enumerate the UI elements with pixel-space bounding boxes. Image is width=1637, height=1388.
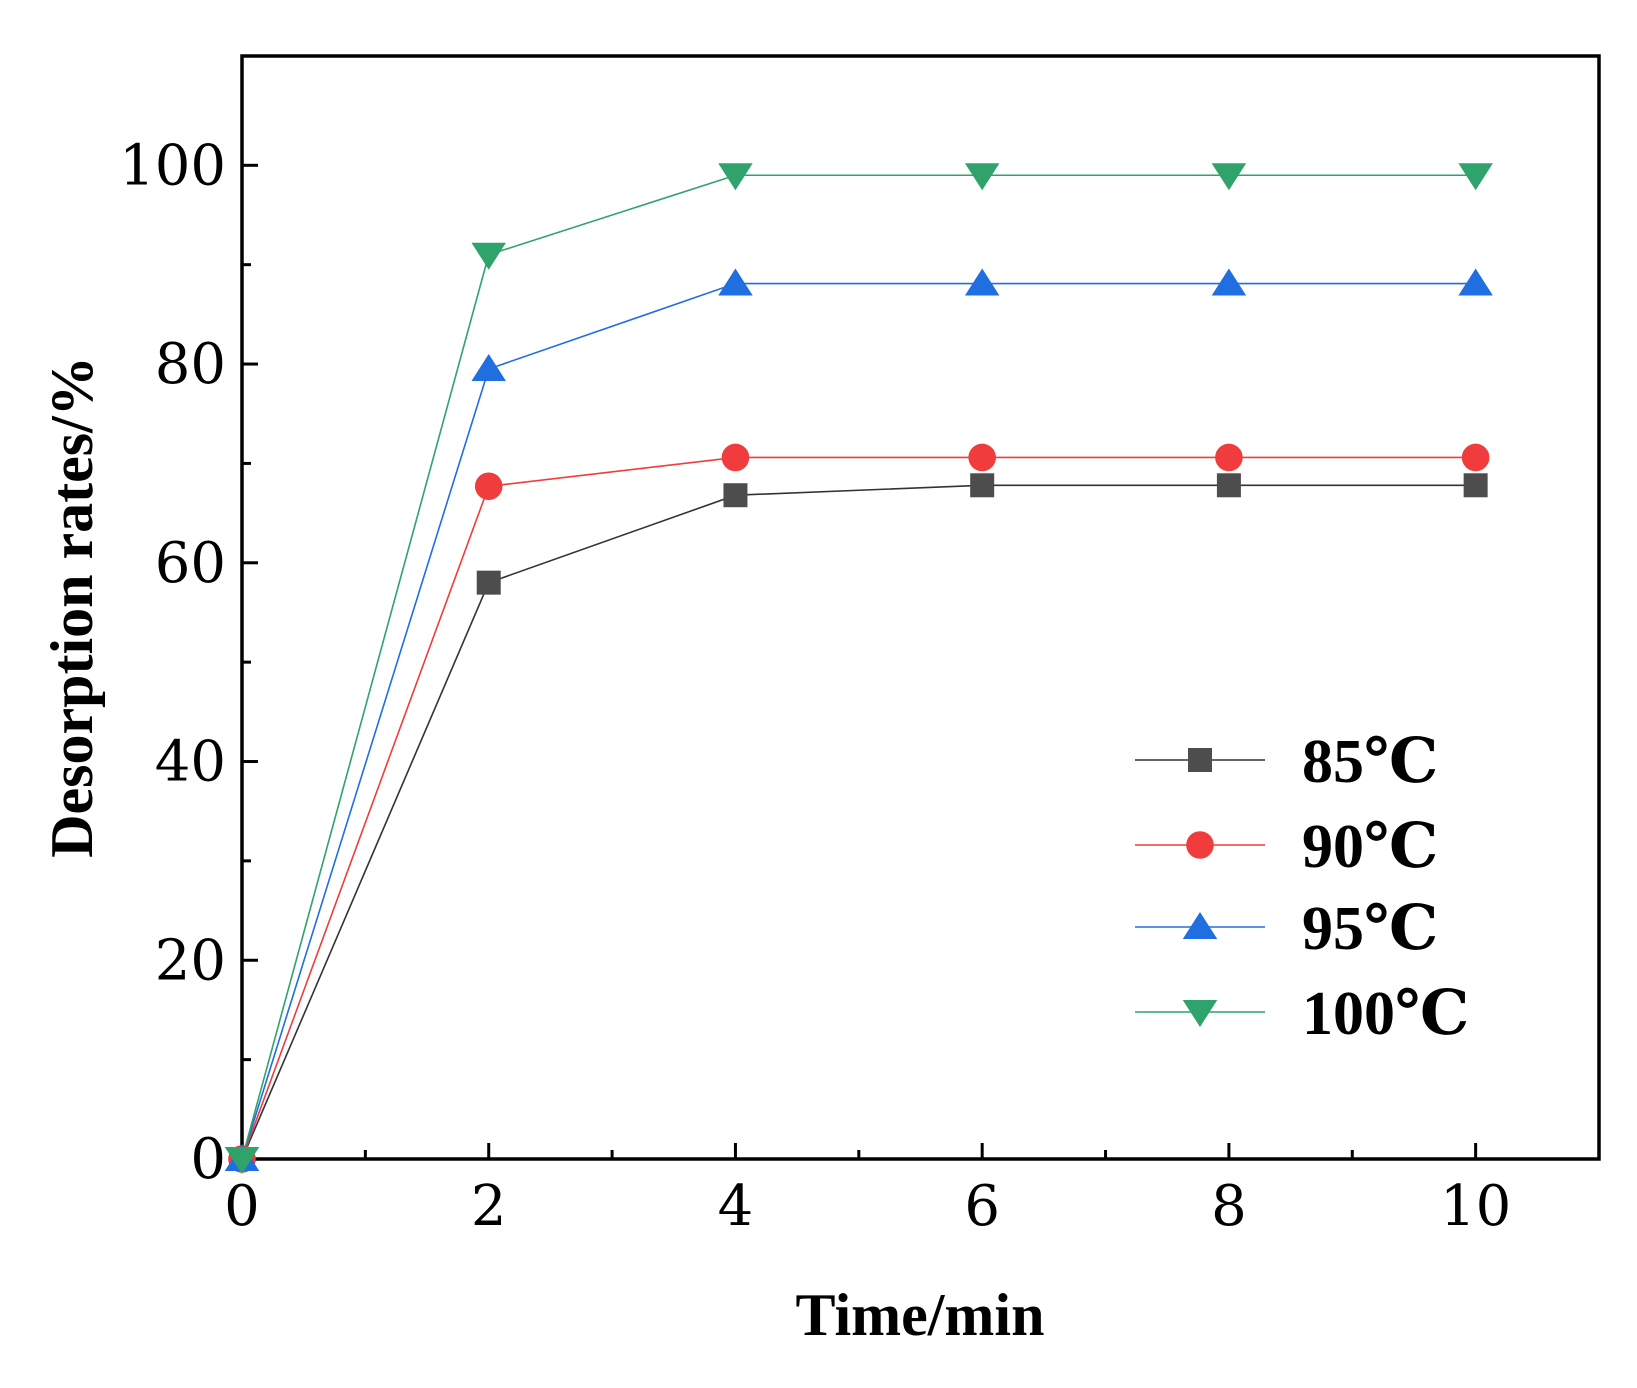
- plot-frame: [240, 54, 1601, 1161]
- y-tick-label: 40: [155, 730, 226, 795]
- legend-label: 95℃: [1302, 895, 1438, 963]
- data-point: [721, 443, 750, 472]
- data-point: [964, 268, 1000, 296]
- y-axis-title: Desorption rates/%: [39, 356, 105, 858]
- data-point: [968, 443, 996, 472]
- y-tick-label: 60: [155, 531, 226, 596]
- data-point: [1216, 473, 1241, 498]
- legend-label: 85℃: [1302, 728, 1438, 796]
- data-point: [718, 268, 753, 296]
- x-axis-title: Time/min: [796, 1282, 1045, 1348]
- data-point: [476, 570, 501, 595]
- series-markers: [224, 163, 1493, 1174]
- x-tick-label: 6: [964, 1174, 1000, 1239]
- data-point: [224, 1147, 260, 1174]
- y-tick-label: 20: [155, 928, 226, 993]
- x-tick-label: 4: [718, 1174, 754, 1239]
- data-point: [718, 163, 753, 191]
- data-point: [1458, 268, 1493, 296]
- data-point: [970, 473, 995, 498]
- y-tick-label: 80: [155, 332, 226, 397]
- y-tick-label: 0: [190, 1127, 226, 1192]
- series-line: [241, 484, 1476, 1160]
- series-line: [241, 456, 1476, 1160]
- data-point: [1458, 163, 1493, 191]
- data-point: [474, 472, 503, 501]
- data-point: [471, 242, 506, 270]
- data-point: [1461, 443, 1490, 472]
- x-tick-label: 0: [224, 1174, 260, 1239]
- data-point: [723, 483, 748, 508]
- legend-marker: [1182, 1000, 1218, 1027]
- data-point: [964, 163, 1000, 191]
- series-line: [241, 282, 1476, 1160]
- legend-marker: [1182, 912, 1218, 939]
- legend-marker: [1186, 831, 1214, 859]
- data-point: [1211, 163, 1247, 191]
- data-point: [1215, 443, 1243, 472]
- legend-label: 100℃: [1302, 980, 1469, 1048]
- legend-marker: [1188, 748, 1212, 772]
- series-lines: [241, 174, 1476, 1160]
- x-tick-label: 10: [1440, 1174, 1511, 1239]
- legend-label: 90℃: [1302, 813, 1438, 881]
- series-line: [241, 174, 1476, 1160]
- data-point: [1463, 473, 1488, 498]
- legend: 85℃ 90℃ 95℃ 100℃: [1135, 728, 1469, 1048]
- x-tick-label: 2: [471, 1174, 507, 1239]
- data-point: [1211, 268, 1247, 296]
- data-point: [471, 354, 506, 382]
- y-tick-label: 100: [119, 133, 226, 198]
- x-tick-label: 8: [1211, 1174, 1247, 1239]
- axis-ticks: [240, 163, 1478, 1161]
